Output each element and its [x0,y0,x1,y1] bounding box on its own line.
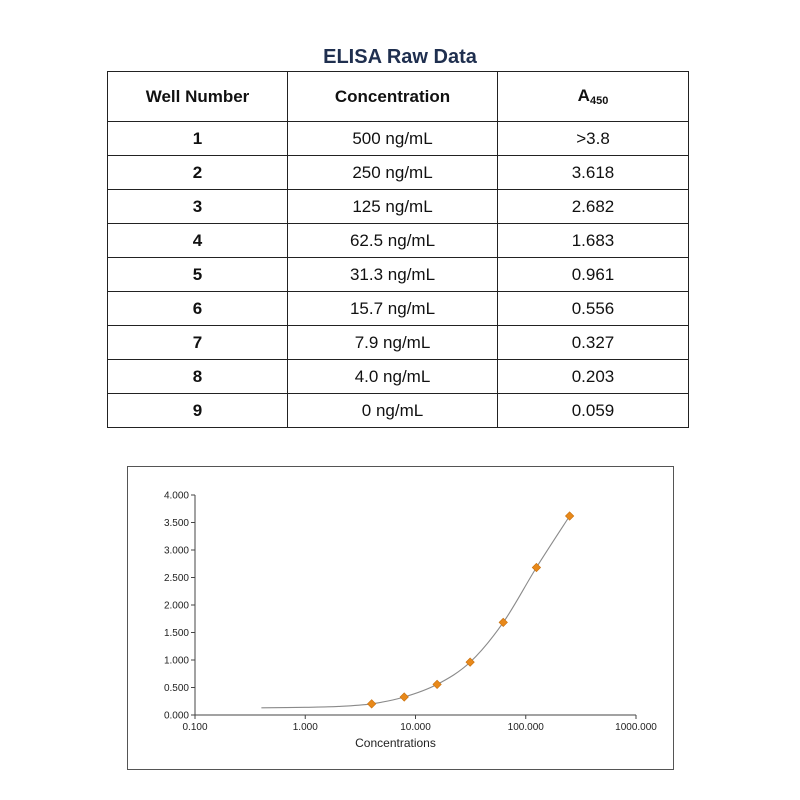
data-point [432,679,442,690]
data-point [564,511,575,521]
header-well-number: Well Number [107,71,288,122]
x-tick-label: 1.000 [293,722,318,733]
table-header-row: Well Number Concentration A450 [107,71,689,122]
header-absorbance-subscript: 450 [589,95,609,107]
header-absorbance: A450 [497,71,689,122]
x-tick-label: 10.000 [400,722,431,733]
y-tick-label: 4.000 [164,491,189,502]
cell-concentration: 15.7 ng/mL [287,291,498,326]
cell-concentration: 250 ng/mL [287,155,498,190]
table-row: 7 7.9 ng/mL 0.327 [107,325,689,360]
header-concentration: Concentration [287,71,498,122]
cell-absorbance: 1.683 [497,223,689,258]
cell-absorbance: 3.618 [497,155,689,190]
cell-concentration: 0 ng/mL [287,393,498,428]
cell-well-number: 7 [107,325,288,360]
cell-well-number: 9 [107,393,288,428]
x-axis-label: Concentrations [355,736,436,750]
table-row: 1 500 ng/mL >3.8 [107,121,689,156]
header-absorbance-main: A [577,86,590,105]
data-point [498,617,508,628]
x-tick-label: 1000.000 [615,722,657,733]
y-tick-label: 0.500 [164,683,189,694]
y-tick-label: 2.000 [164,601,189,612]
table-row: 2 250 ng/mL 3.618 [107,155,689,190]
y-tick-label: 0.000 [164,711,189,722]
cell-concentration: 62.5 ng/mL [287,223,498,258]
cell-absorbance: 0.556 [497,291,689,326]
cell-well-number: 2 [107,155,288,190]
table-row: 4 62.5 ng/mL 1.683 [107,223,689,258]
cell-absorbance: >3.8 [497,121,689,156]
cell-concentration: 7.9 ng/mL [287,325,498,360]
y-tick-label: 1.000 [164,656,189,667]
cell-well-number: 8 [107,359,288,394]
y-tick-label: 3.500 [164,518,189,529]
table-row: 6 15.7 ng/mL 0.556 [107,291,689,326]
cell-well-number: 6 [107,291,288,326]
cell-concentration: 4.0 ng/mL [287,359,498,394]
table-row: 5 31.3 ng/mL 0.961 [107,257,689,292]
x-tick-label: 100.000 [508,722,545,733]
fit-curve-line [261,515,571,709]
data-point [465,657,475,667]
y-tick-label: 1.500 [164,628,189,639]
cell-absorbance: 0.203 [497,359,689,394]
cell-well-number: 3 [107,189,288,224]
table-row: 8 4.0 ng/mL 0.203 [107,359,689,394]
data-point [399,692,409,702]
cell-absorbance: 0.059 [497,393,689,428]
y-tick-label: 3.000 [164,546,189,557]
cell-well-number: 1 [107,121,288,156]
cell-absorbance: 0.327 [497,325,689,360]
data-point [367,699,377,709]
cell-concentration: 125 ng/mL [287,189,498,224]
cell-absorbance: 0.961 [497,257,689,292]
cell-well-number: 5 [107,257,288,292]
cell-absorbance: 2.682 [497,189,689,224]
data-point [531,562,542,573]
cell-concentration: 31.3 ng/mL [287,257,498,292]
standard-curve-chart: 0.000 0.500 1.000 1.500 2.000 2.500 3.000 3.500… [127,466,674,770]
standard-curve-plot: 0.000 0.500 1.000 1.500 2.000 2.500 3.000 3.500… [164,491,657,751]
x-tick-label: 0.100 [182,722,207,733]
y-tick-label: 2.500 [164,573,189,584]
cell-well-number: 4 [107,223,288,258]
table-row: 3 125 ng/mL 2.682 [107,189,689,224]
table-title: ELISA Raw Data [323,46,477,68]
elisa-raw-data-table: Well Number Concentration A450 1 500 ng/m… [107,71,689,428]
cell-concentration: 500 ng/mL [287,121,498,156]
